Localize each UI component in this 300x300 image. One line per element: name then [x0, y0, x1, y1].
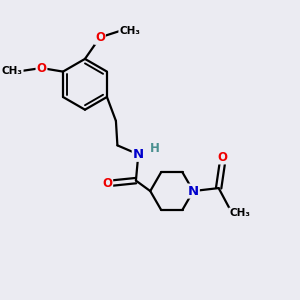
Text: O: O — [37, 61, 46, 74]
Text: O: O — [102, 176, 112, 190]
Text: H: H — [150, 142, 160, 155]
Text: CH₃: CH₃ — [229, 208, 250, 218]
Text: CH₃: CH₃ — [119, 26, 140, 36]
Text: O: O — [217, 151, 227, 164]
Text: CH₃: CH₃ — [2, 66, 23, 76]
Text: N: N — [133, 148, 144, 161]
Text: O: O — [95, 31, 105, 44]
Text: N: N — [188, 184, 199, 198]
